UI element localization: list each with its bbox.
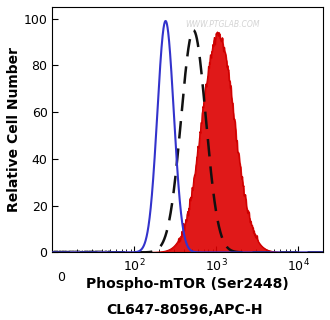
- Text: WWW.PTGLAB.COM: WWW.PTGLAB.COM: [186, 20, 260, 28]
- Text: 0: 0: [57, 271, 65, 284]
- Y-axis label: Relative Cell Number: Relative Cell Number: [7, 47, 21, 212]
- Text: CL647-80596,APC-H: CL647-80596,APC-H: [107, 303, 263, 317]
- X-axis label: Phospho-mTOR (Ser2448): Phospho-mTOR (Ser2448): [86, 277, 289, 291]
